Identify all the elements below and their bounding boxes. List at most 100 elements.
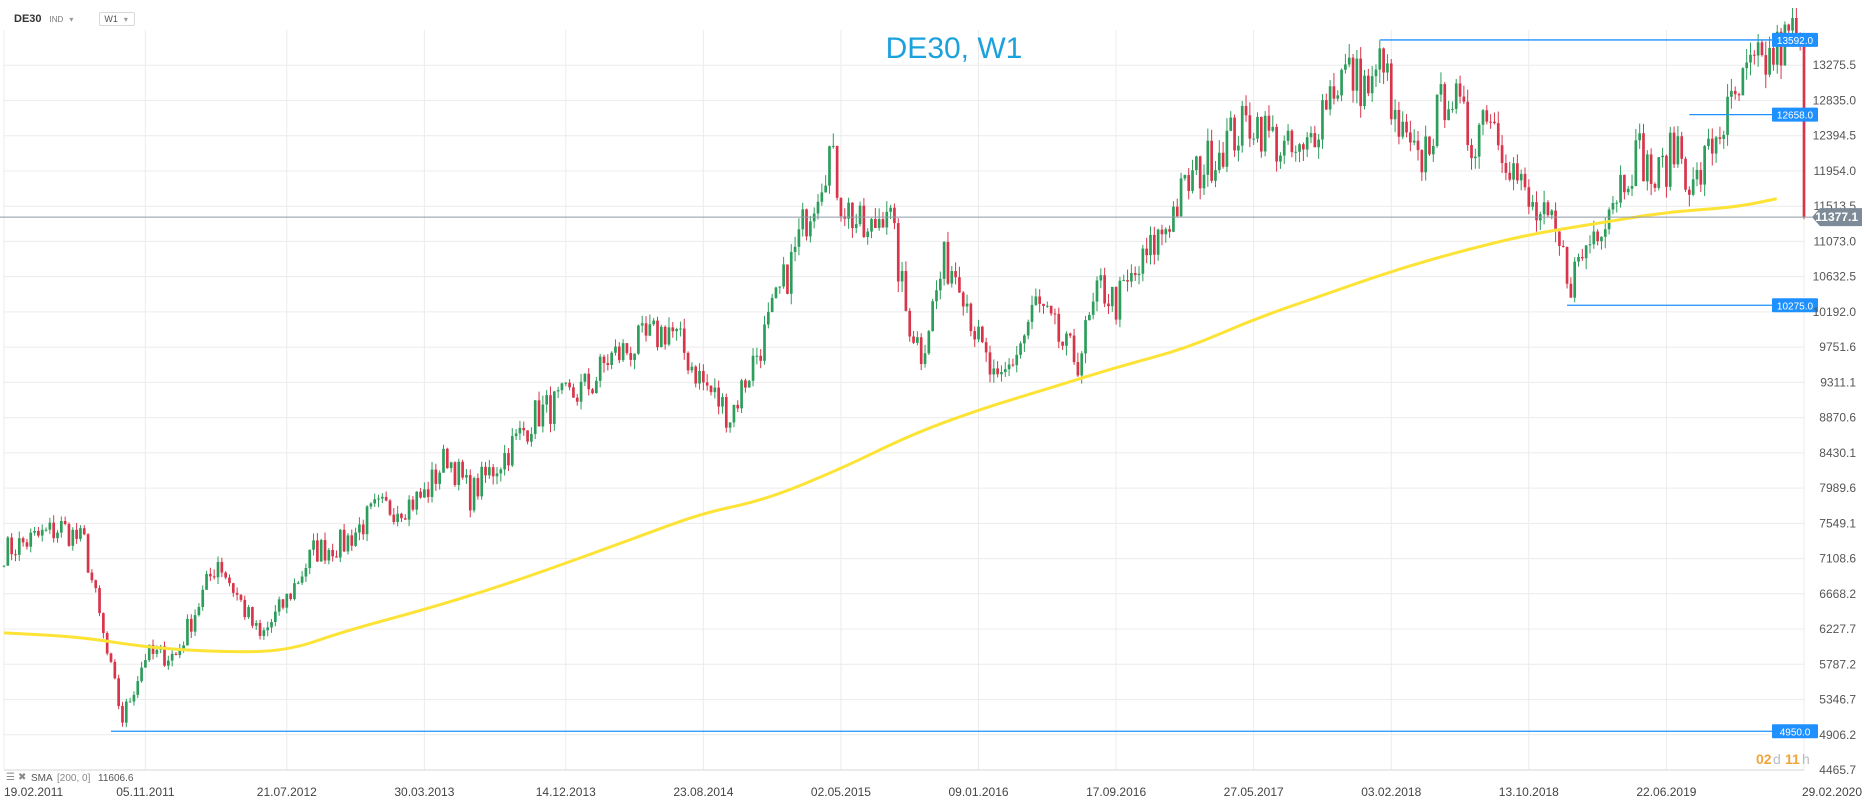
candle-body: [1321, 100, 1324, 140]
close-icon[interactable]: ✖: [18, 772, 26, 783]
x-tick-label: 13.10.2018: [1499, 785, 1559, 799]
candle-body: [587, 373, 591, 390]
candle-body: [1290, 130, 1294, 153]
candle-body: [507, 453, 510, 466]
candle-body: [912, 336, 915, 343]
candle-body: [705, 382, 709, 386]
candle-body: [828, 146, 831, 186]
candle-body: [1756, 42, 1760, 56]
candle-body: [1775, 31, 1779, 65]
candle-body: [724, 397, 728, 428]
candle-body: [709, 385, 713, 393]
candle-body: [1382, 48, 1385, 73]
candle-body: [916, 337, 919, 343]
candle-body: [659, 326, 663, 348]
price-level-tag[interactable]: [1772, 724, 1818, 739]
candle-body: [1099, 275, 1103, 281]
candle-body: [189, 618, 193, 632]
candle-body: [392, 514, 396, 523]
price-level-tag[interactable]: [1772, 32, 1818, 47]
candle-body: [1080, 353, 1084, 376]
candle-body: [170, 653, 174, 661]
candle-body: [1000, 372, 1003, 375]
candle-body: [1493, 121, 1496, 124]
bar-countdown: 02 d 11 h: [1756, 751, 1810, 767]
candle-body: [786, 264, 789, 294]
candle-body: [621, 343, 625, 361]
x-tick-label: 27.05.2017: [1224, 785, 1284, 799]
candle-body: [239, 594, 243, 600]
candle-body: [663, 326, 667, 345]
candle-body: [1252, 138, 1256, 140]
candle-body: [671, 327, 675, 332]
candle-body: [1596, 231, 1599, 242]
candle-body: [1088, 314, 1091, 321]
price-level-tag[interactable]: [1772, 298, 1818, 313]
candle-body: [1764, 55, 1768, 75]
candle-body: [182, 645, 185, 649]
candle-body: [1286, 130, 1290, 141]
countdown-days: 02: [1756, 751, 1772, 767]
y-tick-label: 9751.6: [1819, 340, 1856, 354]
indicator-list-icon[interactable]: ☰: [6, 772, 15, 783]
candle-body: [109, 653, 113, 662]
candle-body: [736, 404, 740, 409]
candle-body: [1332, 86, 1336, 99]
candle-body: [289, 593, 292, 600]
candle-body: [1565, 246, 1569, 284]
candle-body: [491, 467, 495, 477]
symbol-label[interactable]: DE30: [14, 13, 42, 25]
sma-line: [3, 197, 1778, 654]
candle-body: [1336, 95, 1340, 99]
candle-body: [1378, 48, 1382, 70]
candle-body: [323, 540, 327, 561]
candle-body: [1634, 140, 1638, 186]
candle-body: [438, 472, 442, 484]
candle-body: [721, 397, 724, 407]
candle-body: [1722, 134, 1726, 139]
candle-body: [1730, 90, 1733, 97]
price-level-tag[interactable]: [1772, 107, 1818, 122]
timeframe-selector[interactable]: W1 ▾: [99, 12, 135, 26]
x-tick-label: 14.12.2013: [536, 785, 596, 799]
candle-body: [98, 588, 101, 614]
chevron-down-icon[interactable]: ▾: [69, 14, 74, 24]
candle-body: [778, 286, 782, 288]
candle-body: [90, 572, 94, 581]
candle-body: [231, 583, 235, 593]
candle-body: [1504, 163, 1508, 173]
candle-body: [400, 513, 403, 519]
candle-body: [243, 599, 247, 618]
candle-body: [56, 532, 59, 539]
candle-body: [1481, 110, 1485, 125]
current-price-value: 11377.1: [1815, 210, 1858, 224]
candle-body: [583, 373, 587, 382]
candle-body: [526, 430, 529, 442]
candle-body: [931, 301, 934, 332]
candle-body: [1344, 64, 1347, 70]
candle-body: [449, 462, 453, 469]
candle-body: [1401, 121, 1405, 137]
candle-body: [186, 618, 189, 646]
candle-body: [33, 530, 36, 533]
candle-body: [1015, 354, 1019, 366]
candle-body: [579, 381, 583, 402]
candle-body: [1370, 76, 1374, 94]
candle-body: [896, 223, 900, 282]
chevron-down-icon: ▾: [123, 14, 128, 24]
candle-body: [839, 197, 843, 217]
candle-body: [358, 524, 361, 533]
candle-body: [21, 538, 25, 543]
indicator-params: [200, 0]: [57, 773, 91, 784]
candle-body: [518, 427, 522, 434]
candle-body: [747, 380, 751, 388]
candle-body: [1191, 170, 1194, 191]
candle-body: [1187, 175, 1191, 191]
candle-body: [503, 453, 506, 470]
x-tick-label: 21.07.2012: [257, 785, 317, 799]
candle-body: [1393, 109, 1397, 120]
candle-body: [1496, 123, 1500, 146]
candle-body: [1030, 304, 1034, 322]
candle-body: [277, 599, 281, 612]
